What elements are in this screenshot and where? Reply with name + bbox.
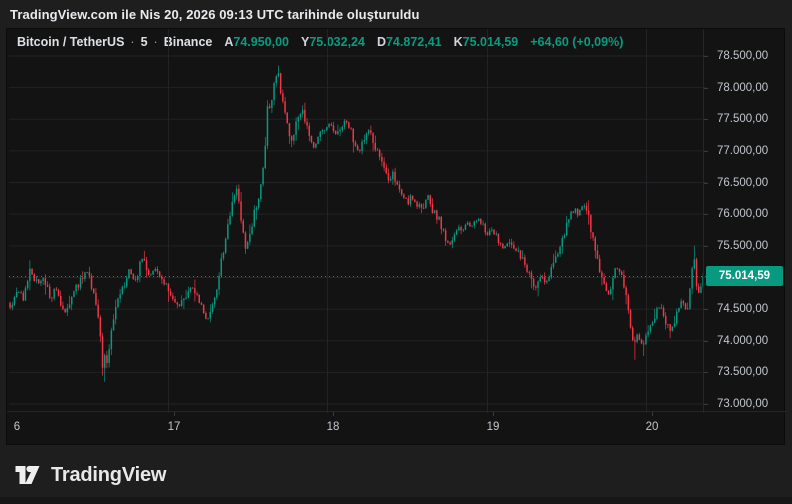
tradingview-logo[interactable]: TradingView — [13, 462, 166, 488]
interval-label: 5 — [140, 35, 148, 49]
price-tick-mark — [704, 309, 708, 311]
price-tick-mark — [704, 56, 708, 57]
ohlc-low: D74.872,41 — [376, 35, 442, 49]
time-tick-mark — [493, 412, 494, 416]
symbol-name: Bitcoin / TetherUS — [17, 35, 125, 49]
time-tick-label: 18 — [326, 421, 340, 433]
separator-dot: · — [130, 35, 135, 49]
price-tick-mark — [704, 214, 708, 216]
top-attribution-bar: TradingView.com ile Nis 20, 2026 09:13 U… — [0, 0, 792, 28]
time-axis[interactable]: 6 17 18 19 20 — [7, 411, 786, 444]
price-tick-mark — [704, 372, 708, 374]
price-tick-mark — [704, 404, 708, 405]
time-tick-mark — [174, 412, 175, 416]
time-tick-label: 6 — [13, 421, 21, 433]
time-tick-label: 17 — [167, 421, 181, 433]
tradingview-logo-icon — [15, 465, 40, 484]
last-price-badge: 75.014,59 — [706, 266, 783, 287]
symbol-title: Bitcoin / TetherUS · 5 · Binance — [17, 35, 212, 49]
price-tick-label: 77.000,00 — [717, 144, 769, 157]
ohlc-open: A74.950,00 — [224, 35, 289, 49]
price-change: +64,60 (+0,09%) — [530, 35, 624, 49]
price-tick-label: 75.500,00 — [717, 239, 769, 252]
footer-bar: TradingView — [0, 446, 792, 504]
price-tick-label: 77.500,00 — [717, 113, 769, 126]
candlestick-chart[interactable] — [9, 29, 707, 413]
time-tick-label: 19 — [486, 421, 500, 433]
time-tick-label: 20 — [645, 421, 659, 433]
attribution-text: TradingView.com ile Nis 20, 2026 09:13 U… — [10, 7, 420, 22]
price-tick-mark — [704, 340, 708, 342]
price-tick-label: 73.500,00 — [717, 366, 769, 379]
price-tick-label: 76.000,00 — [717, 208, 769, 221]
price-tick-label: 74.500,00 — [717, 303, 769, 316]
price-tick-mark — [704, 87, 708, 89]
price-tick-label: 73.000,00 — [717, 398, 769, 410]
last-price-value: 75.014,59 — [718, 270, 771, 283]
separator-dot: · — [153, 35, 158, 49]
price-axis[interactable]: 78.500,00 78.000,00 77.500,00 77.000,00 76.5… — [703, 29, 784, 413]
time-tick-mark — [652, 412, 653, 416]
time-tick-mark — [333, 412, 334, 416]
chart-legend: Bitcoin / TetherUS · 5 · Binance A74.950… — [17, 35, 623, 49]
price-tick-label: 76.500,00 — [717, 176, 769, 189]
exchange-label: Binance — [163, 35, 213, 49]
ohlc-high: Y75.032,24 — [301, 35, 365, 49]
brand-text: TradingView — [51, 463, 167, 486]
price-tick-label: 74.000,00 — [717, 334, 769, 347]
price-tick-mark — [704, 245, 708, 247]
chart-panel[interactable]: Bitcoin / TetherUS · 5 · Binance A74.950… — [6, 28, 786, 445]
price-tick-mark — [704, 150, 708, 152]
price-tick-label: 78.500,00 — [717, 50, 769, 62]
price-tick-mark — [704, 182, 708, 184]
price-tick-label: 78.000,00 — [717, 81, 769, 94]
price-tick-mark — [704, 119, 708, 121]
ohlc-close: K75.014,59 — [453, 35, 519, 49]
